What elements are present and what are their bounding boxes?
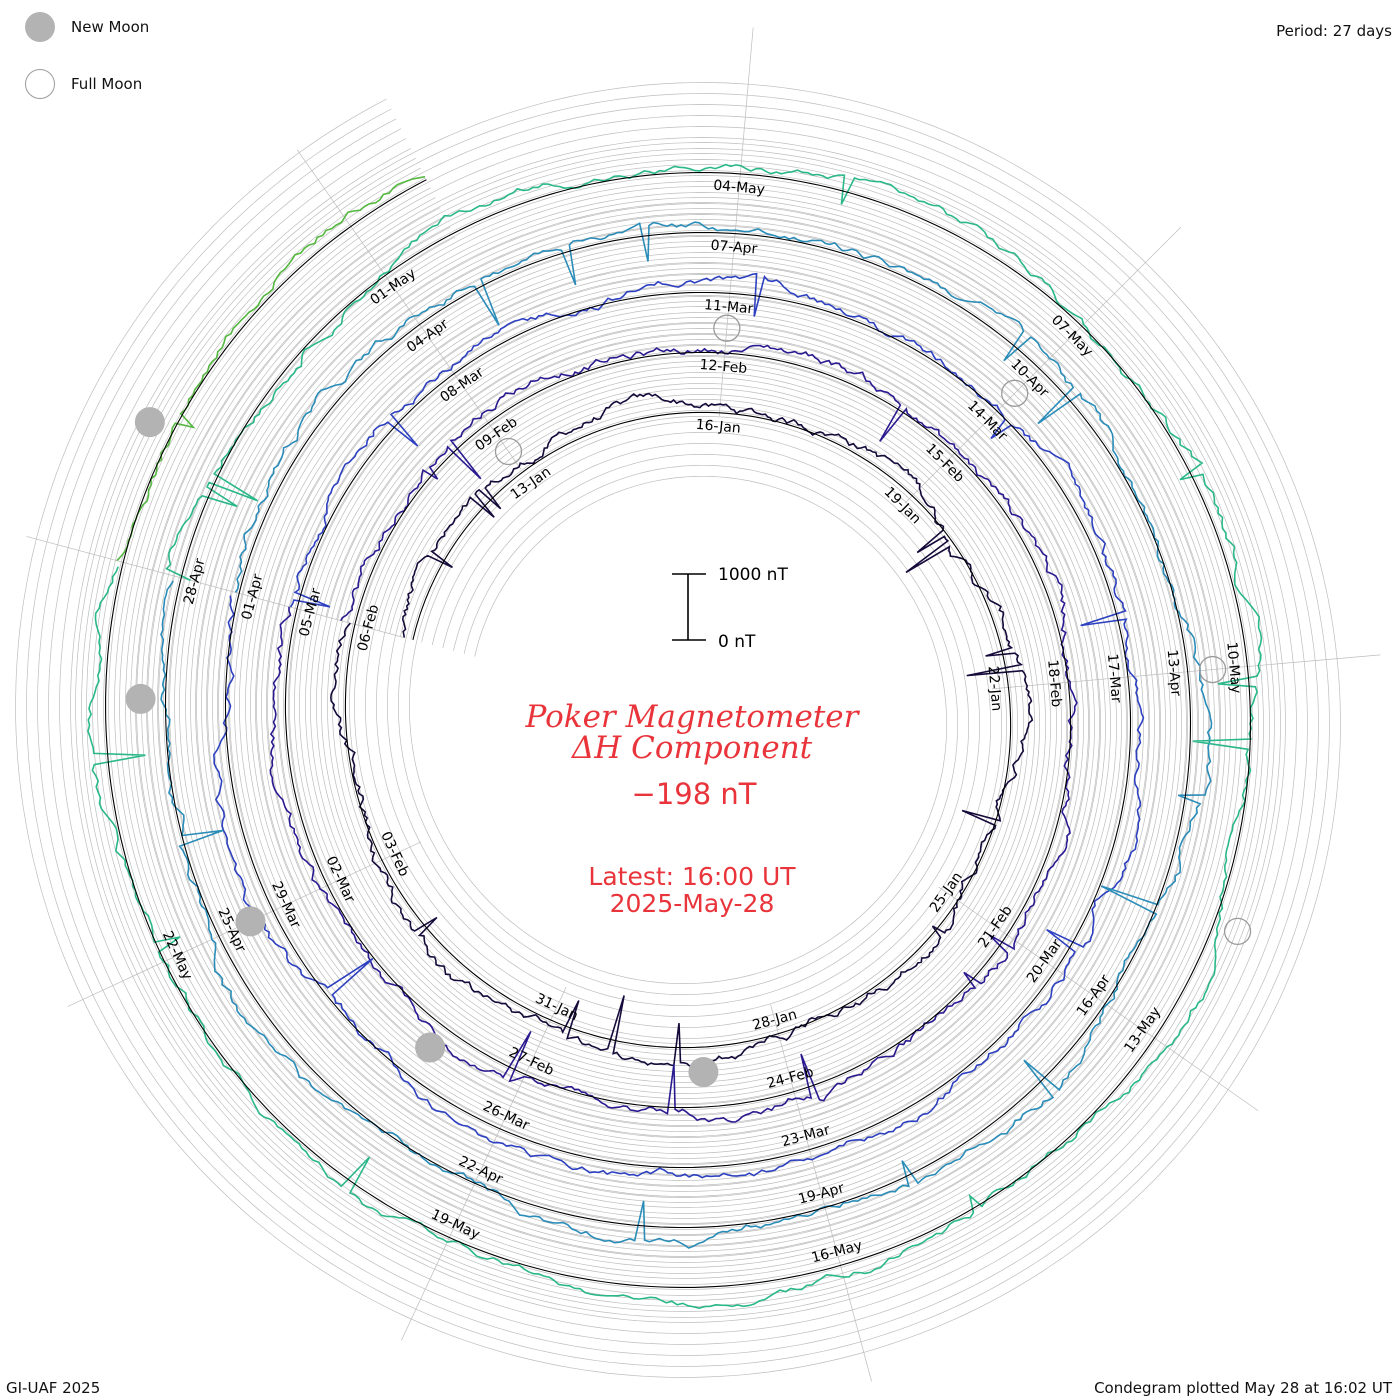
zero-baselines bbox=[105, 171, 1251, 1288]
date-label: 07-Apr bbox=[710, 237, 758, 257]
date-label: 10-May bbox=[1223, 641, 1243, 694]
new-moon-marker bbox=[235, 906, 266, 937]
center-info: Poker Magnetometer ΔH Component −198 nT … bbox=[525, 699, 861, 918]
date-spoke bbox=[770, 1004, 872, 1382]
new-moon-marker bbox=[415, 1032, 446, 1063]
date-spoke bbox=[938, 886, 1259, 1112]
full-moon-marker bbox=[713, 314, 741, 342]
chart-title-line2: ΔH Component bbox=[571, 730, 813, 766]
date-label: 16-Jan bbox=[695, 417, 741, 437]
latest-time: Latest: 16:00 UT bbox=[588, 862, 796, 891]
moon-phase-markers bbox=[125, 314, 1252, 1088]
date-label: 18-Feb bbox=[1044, 659, 1064, 708]
new-moon-icon bbox=[25, 12, 55, 42]
cycle-trace bbox=[330, 392, 1034, 1068]
date-label: 16-May bbox=[810, 1237, 864, 1266]
date-spoke bbox=[401, 986, 567, 1341]
gridline bbox=[81, 148, 1275, 1312]
date-label: 22-Jan bbox=[985, 665, 1005, 711]
date-spoke bbox=[904, 226, 1182, 504]
legend-new-moon: New Moon bbox=[25, 12, 149, 42]
date-label: 11-Mar bbox=[703, 297, 754, 317]
gridline bbox=[103, 170, 1253, 1290]
credit-label: GI-UAF 2025 bbox=[6, 1379, 101, 1397]
new-moon-marker bbox=[134, 407, 165, 438]
new-moon-label: New Moon bbox=[71, 18, 150, 36]
gridline bbox=[48, 115, 1308, 1345]
date-label: 22-May bbox=[159, 929, 195, 983]
date-label: 13-May bbox=[1121, 1004, 1164, 1056]
scale-bar: 1000 nT 0 nT bbox=[672, 565, 788, 652]
gridline bbox=[125, 192, 1231, 1268]
full-moon-label: Full Moon bbox=[71, 75, 143, 93]
date-spoke bbox=[296, 149, 522, 470]
scale-bar-bottom-label: 0 nT bbox=[718, 632, 756, 652]
zero-baseline bbox=[105, 171, 1251, 1288]
full-moon-marker bbox=[1001, 379, 1029, 407]
new-moon-marker bbox=[125, 683, 156, 714]
gridline bbox=[37, 104, 1319, 1356]
full-moon-marker bbox=[494, 437, 523, 466]
scale-bar-top-label: 1000 nT bbox=[718, 565, 788, 585]
gridline bbox=[169, 236, 1187, 1224]
chart-title-line1: Poker Magnetometer bbox=[525, 699, 861, 735]
spiral-gridlines bbox=[15, 82, 1341, 1378]
date-spoke bbox=[26, 536, 404, 638]
magnetometer-traces bbox=[87, 163, 1263, 1310]
full-moon-marker bbox=[1223, 917, 1252, 945]
gridline bbox=[136, 203, 1220, 1257]
cycle-trace bbox=[160, 221, 1213, 1249]
gridline bbox=[70, 137, 1286, 1323]
full-moon-icon bbox=[25, 69, 55, 99]
cycle-trace bbox=[269, 344, 1078, 1123]
gridline bbox=[147, 214, 1209, 1246]
date-label: 12-Feb bbox=[699, 357, 748, 377]
plotted-timestamp: Condegram plotted May 28 at 16:02 UT bbox=[1094, 1379, 1392, 1397]
cycle-trace bbox=[87, 163, 1263, 1310]
date-label: 23-Mar bbox=[780, 1122, 832, 1150]
cycle-trace bbox=[116, 175, 426, 562]
legend-full-moon: Full Moon bbox=[25, 69, 142, 99]
latest-date: 2025-May-28 bbox=[610, 889, 775, 918]
date-spoke bbox=[991, 654, 1381, 690]
date-label: 13-Apr bbox=[1164, 649, 1184, 697]
date-label: 04-May bbox=[713, 178, 766, 198]
gridline bbox=[114, 181, 1242, 1279]
full-moon-marker bbox=[1198, 655, 1227, 684]
date-spoke bbox=[718, 27, 754, 417]
gridline bbox=[59, 126, 1297, 1334]
date-spokes bbox=[26, 27, 1381, 1382]
new-moon-marker bbox=[688, 1057, 719, 1088]
cycle-trace bbox=[212, 272, 1145, 1179]
gridline bbox=[26, 93, 1330, 1367]
date-label: 17-Mar bbox=[1104, 653, 1124, 704]
current-value: −198 nT bbox=[632, 777, 757, 811]
period-label: Period: 27 days bbox=[1276, 22, 1392, 40]
